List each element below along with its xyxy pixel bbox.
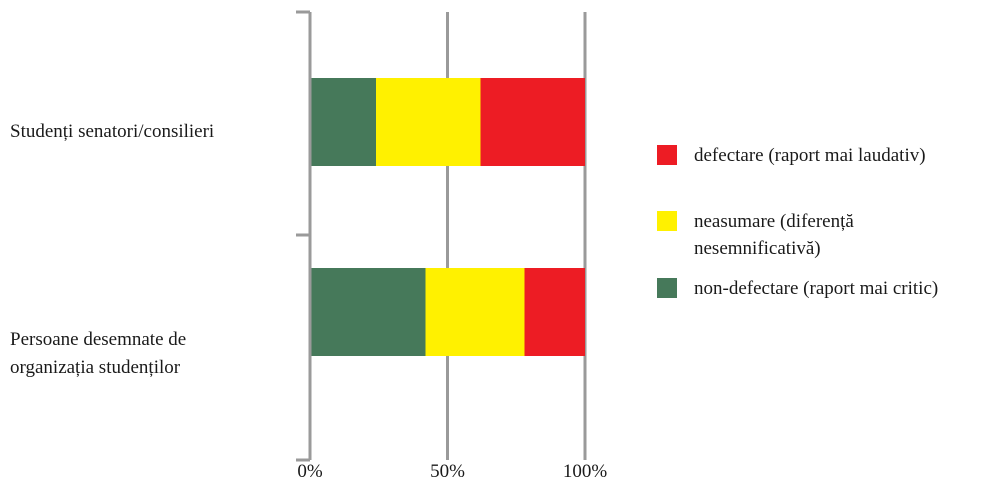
legend-label: non-defectare (raport mai critic) <box>694 278 939 299</box>
legend-swatch <box>657 145 677 165</box>
legend-label: defectare (raport mai laudativ) <box>694 145 926 166</box>
legend-item-neasumare: neasumare (diferență nesemnificativă) <box>657 208 854 262</box>
bar-segment <box>376 78 481 166</box>
y-axis <box>296 10 312 462</box>
bar-segment <box>310 78 376 166</box>
legend-item-defectare: defectare (raport mai laudativ) <box>657 142 926 169</box>
category-label: Studenți senatori/consilieri <box>10 121 215 142</box>
x-tick-label: 50% <box>430 461 465 482</box>
legend-label: neasumare (diferență nesemnificativă) <box>694 211 854 259</box>
bar-segment <box>524 268 585 356</box>
legend-swatch <box>657 278 677 298</box>
bar-segment <box>425 268 525 356</box>
category-label: Persoane desemnate de organizația studen… <box>10 329 187 378</box>
bar-segment <box>310 268 426 356</box>
x-tick-label: 0% <box>297 461 323 482</box>
legend-swatch <box>657 211 677 231</box>
bar-segment <box>480 78 585 166</box>
bars <box>310 78 585 356</box>
x-tick-label: 100% <box>562 461 608 482</box>
legend-item-non-defectare: non-defectare (raport mai critic) <box>657 275 938 302</box>
